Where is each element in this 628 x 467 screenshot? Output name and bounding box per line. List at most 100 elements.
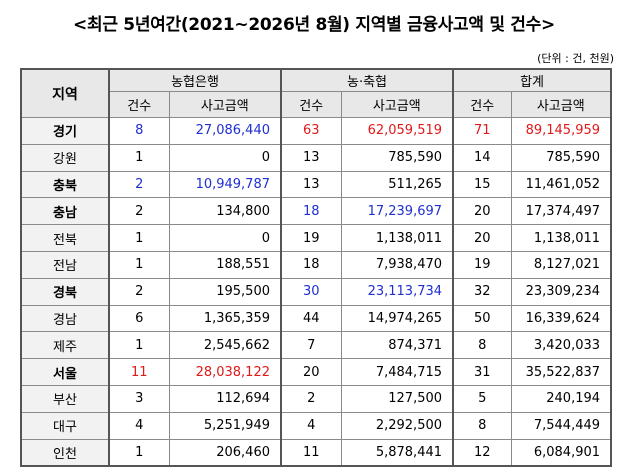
total-count-cell: 50: [452, 304, 512, 333]
nh-bank-count-cell: 1: [108, 224, 170, 252]
total-count-cell: 12: [452, 438, 512, 467]
nh-bank-amount-cell: 5,251,949: [168, 411, 282, 440]
nh-coop-count-cell: 11: [280, 438, 342, 467]
region-cell: 인천: [20, 438, 110, 467]
nh-bank-amount-cell: 28,038,122: [168, 358, 282, 386]
nh-coop-amount-cell: 874,371: [340, 331, 454, 360]
region-cell: 대구: [20, 411, 110, 440]
total-amount-cell: 3,420,033: [510, 331, 612, 360]
total-count-cell: 20: [452, 224, 512, 252]
nh-bank-count-cell: 6: [108, 304, 170, 333]
nh-coop-count-cell: 44: [280, 304, 342, 333]
nh-bank-amount-cell: 206,460: [168, 438, 282, 467]
total-amount-cell: 785,590: [510, 143, 612, 172]
nh-coop-amount-cell: 5,878,441: [340, 438, 454, 467]
nh-coop-amount-cell: 7,938,470: [340, 250, 454, 279]
region-cell: 경남: [20, 304, 110, 333]
total-amount-cell: 16,339,624: [510, 304, 612, 333]
nh-coop-count-cell: 19: [280, 224, 342, 252]
nh-coop-amount-cell: 7,484,715: [340, 358, 454, 386]
total-count-cell: 31: [452, 358, 512, 386]
nh-coop-amount-cell: 511,265: [340, 170, 454, 199]
table-row: 경기 8 27,086,440 63 62,059,519 71 89,145,959: [20, 117, 612, 145]
accident-table: 지역 농협은행 농·축협 합계 건수 사고금액 건수 사고금액 건수 사고금액 …: [20, 68, 613, 467]
nh-bank-amount-cell: 2,545,662: [168, 331, 282, 360]
total-count-cell: 71: [452, 117, 512, 145]
region-cell: 전북: [20, 224, 110, 252]
nh-bank-count-cell: 2: [108, 197, 170, 226]
nh-coop-count-cell: 7: [280, 331, 342, 360]
nh-bank-count-cell: 1: [108, 331, 170, 360]
header-amount: 사고금액: [168, 91, 282, 118]
region-cell: 경북: [20, 277, 110, 306]
table-row: 전남 1 188,551 18 7,938,470 19 8,127,021: [20, 250, 612, 279]
nh-bank-amount-cell: 188,551: [168, 250, 282, 279]
nh-coop-count-cell: 13: [280, 170, 342, 199]
region-cell: 경기: [20, 117, 110, 145]
total-amount-cell: 6,084,901: [510, 438, 612, 467]
nh-bank-amount-cell: 1,365,359: [168, 304, 282, 333]
nh-coop-amount-cell: 785,590: [340, 143, 454, 172]
nh-bank-amount-cell: 195,500: [168, 277, 282, 306]
nh-coop-count-cell: 13: [280, 143, 342, 172]
header-group-total: 합계: [452, 68, 612, 92]
total-amount-cell: 1,138,011: [510, 224, 612, 252]
table-row: 충남 2 134,800 18 17,239,697 20 17,374,497: [20, 197, 612, 226]
nh-coop-amount-cell: 62,059,519: [340, 117, 454, 145]
region-cell: 충남: [20, 197, 110, 226]
nh-bank-count-cell: 11: [108, 358, 170, 386]
nh-bank-amount-cell: 0: [168, 224, 282, 252]
table-row: 강원 1 0 13 785,590 14 785,590: [20, 143, 612, 172]
total-count-cell: 8: [452, 411, 512, 440]
document-title: <최근 5년여간(2021~2026년 8월) 지역별 금융사고액 및 건수>: [73, 15, 555, 35]
table-row: 서울 11 28,038,122 20 7,484,715 31 35,522,837: [20, 358, 612, 386]
nh-bank-count-cell: 8: [108, 117, 170, 145]
nh-bank-amount-cell: 0: [168, 143, 282, 172]
total-count-cell: 15: [452, 170, 512, 199]
nh-coop-count-cell: 20: [280, 358, 342, 386]
nh-coop-amount-cell: 2,292,500: [340, 411, 454, 440]
nh-bank-amount-cell: 112,694: [168, 384, 282, 413]
nh-bank-count-cell: 1: [108, 250, 170, 279]
header-count: 건수: [280, 91, 342, 118]
nh-bank-count-cell: 3: [108, 384, 170, 413]
nh-bank-amount-cell: 134,800: [168, 197, 282, 226]
header-count: 건수: [108, 91, 170, 118]
nh-coop-count-cell: 63: [280, 117, 342, 145]
table-row: 인천 1 206,460 11 5,878,441 12 6,084,901: [20, 438, 612, 467]
table-row: 부산 3 112,694 2 127,500 5 240,194: [20, 384, 612, 413]
total-count-cell: 5: [452, 384, 512, 413]
unit-note: (단위 : 건, 천원): [537, 52, 614, 65]
total-amount-cell: 35,522,837: [510, 358, 612, 386]
total-amount-cell: 11,461,052: [510, 170, 612, 199]
header-amount: 사고금액: [510, 91, 612, 118]
total-amount-cell: 7,544,449: [510, 411, 612, 440]
total-count-cell: 19: [452, 250, 512, 279]
total-amount-cell: 8,127,021: [510, 250, 612, 279]
region-cell: 충북: [20, 170, 110, 199]
nh-coop-amount-cell: 17,239,697: [340, 197, 454, 226]
nh-bank-amount-cell: 10,949,787: [168, 170, 282, 199]
nh-coop-count-cell: 18: [280, 250, 342, 279]
nh-coop-count-cell: 30: [280, 277, 342, 306]
table-row: 충북 2 10,949,787 13 511,265 15 11,461,052: [20, 170, 612, 199]
region-cell: 서울: [20, 358, 110, 386]
header-count: 건수: [452, 91, 512, 118]
nh-coop-amount-cell: 1,138,011: [340, 224, 454, 252]
total-amount-cell: 240,194: [510, 384, 612, 413]
nh-coop-count-cell: 18: [280, 197, 342, 226]
nh-bank-count-cell: 2: [108, 170, 170, 199]
total-amount-cell: 17,374,497: [510, 197, 612, 226]
table-row: 경남 6 1,365,359 44 14,974,265 50 16,339,624: [20, 304, 612, 333]
header-amount: 사고금액: [340, 91, 454, 118]
nh-bank-count-cell: 1: [108, 438, 170, 467]
total-amount-cell: 23,309,234: [510, 277, 612, 306]
header-group-nh-bank: 농협은행: [108, 68, 282, 92]
region-cell: 강원: [20, 143, 110, 172]
nh-coop-count-cell: 4: [280, 411, 342, 440]
total-amount-cell: 89,145,959: [510, 117, 612, 145]
header-region: 지역: [20, 68, 110, 118]
nh-coop-amount-cell: 127,500: [340, 384, 454, 413]
region-cell: 제주: [20, 331, 110, 360]
table-row: 제주 1 2,545,662 7 874,371 8 3,420,033: [20, 331, 612, 360]
